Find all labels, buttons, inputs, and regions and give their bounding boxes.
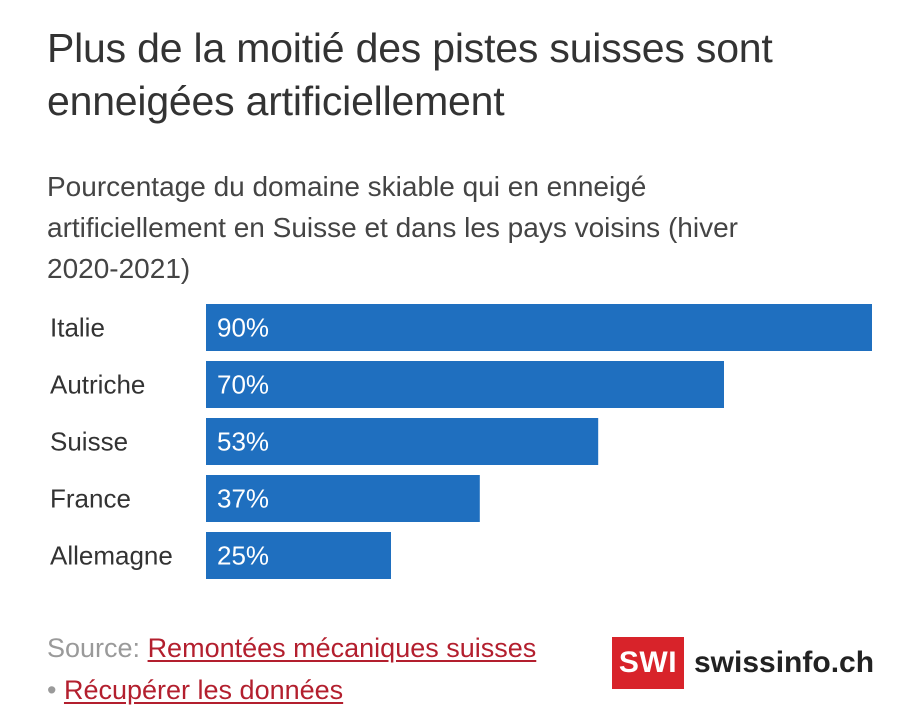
bar-autriche[interactable] xyxy=(206,361,724,408)
source-link[interactable]: Remontées mécaniques suisses xyxy=(147,633,537,663)
swissinfo-logo[interactable]: SWI swissinfo.ch xyxy=(612,637,874,689)
swissinfo-logo-text: swissinfo.ch xyxy=(694,646,875,679)
bar-suisse[interactable] xyxy=(206,418,599,465)
bar-france[interactable] xyxy=(206,475,480,522)
source-prefix: Source: xyxy=(47,633,148,663)
swi-logo-box: SWI xyxy=(612,637,684,689)
value-label-autriche: 70% xyxy=(217,370,269,400)
bullet: • xyxy=(47,675,64,705)
category-label-allemagne: Allemagne xyxy=(50,541,173,571)
chart-subtitle: Pourcentage du domaine skiable qui en en… xyxy=(47,171,738,284)
category-label-france: France xyxy=(50,484,131,514)
download-data-link[interactable]: Récupérer les données xyxy=(63,675,344,705)
value-label-france: 37% xyxy=(217,484,269,514)
value-label-suisse: 53% xyxy=(217,427,269,457)
bar-italie[interactable] xyxy=(206,304,872,351)
download-line: • Récupérer les données xyxy=(47,672,343,708)
category-label-autriche: Autriche xyxy=(50,370,145,400)
bar-allemagne[interactable] xyxy=(206,532,391,579)
bar-chart: Italie 90% Autriche 70% Suisse 53% France 37% Al… xyxy=(50,304,872,579)
category-label-italie: Italie xyxy=(50,313,105,343)
category-label-suisse: Suisse xyxy=(50,427,128,457)
chart-title: Plus de la moitié des pistes suisses son… xyxy=(47,25,773,124)
value-label-italie: 90% xyxy=(217,313,269,343)
value-label-allemagne: 25% xyxy=(217,541,269,571)
source-line: Source: Remontées mécaniques suisses xyxy=(47,630,536,666)
